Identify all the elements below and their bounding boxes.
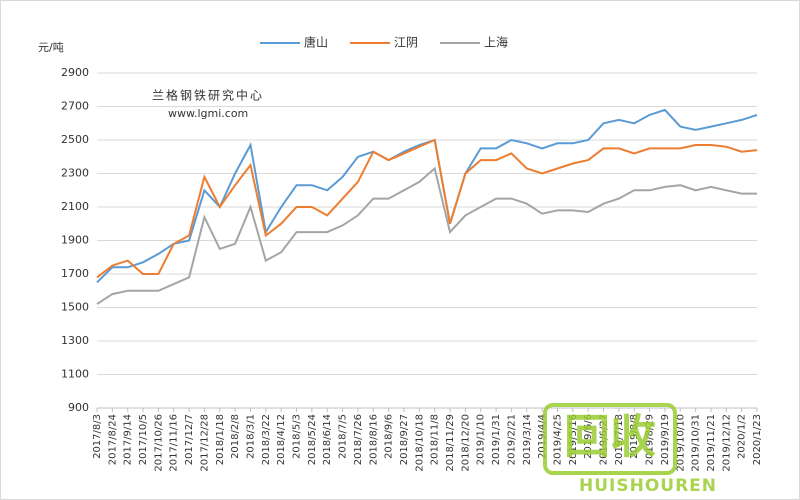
y-tick-label: 2900: [61, 66, 89, 79]
legend-label: 唐山: [304, 35, 328, 50]
x-tick-label: 2019/8/8: [629, 414, 640, 459]
x-tick-label: 2019/4/25: [552, 414, 563, 465]
x-tick-label: 2018/7/26: [353, 414, 364, 465]
x-tick-label: 2020/1/23: [752, 414, 763, 465]
x-tick-label: 2018/7/5: [338, 414, 349, 459]
series-line: [96, 166, 757, 305]
y-tick-label: 1700: [61, 267, 89, 280]
x-tick-label: 2019/5/16: [568, 414, 579, 465]
x-tick-label: 2017/10/26: [153, 414, 164, 472]
x-tick-label: 2018/5/3: [292, 414, 303, 459]
x-tick-label: 2018/10/18: [414, 414, 425, 472]
watermark-frame: [543, 403, 677, 475]
x-tick-label: 2019/7/18: [614, 414, 625, 465]
x-tick-label: 2019/2/21: [506, 414, 517, 465]
x-tick-label: 2017/12/28: [199, 414, 210, 472]
x-tick-label: 2017/8/24: [107, 414, 118, 465]
x-tick-label: 2019/12/12: [721, 414, 732, 472]
x-tick-label: 2017/10/5: [138, 414, 149, 465]
x-tick-label: 2019/1/10: [476, 414, 487, 465]
y-axis-label: 元/吨: [38, 41, 64, 54]
y-tick-label: 2300: [61, 167, 89, 180]
legend-label: 江阴: [394, 36, 418, 50]
x-tick-label: 2018/3/1: [245, 414, 256, 459]
x-tick-label: 2019/9/19: [660, 414, 671, 465]
x-tick-label: 2018/3/22: [261, 414, 272, 465]
x-tick-label: 2018/1/18: [215, 414, 226, 465]
watermark: 回收 HUISHOUREN: [543, 403, 717, 496]
y-tick-label: 900: [68, 401, 89, 414]
x-tick-label: 2018/9/6: [384, 414, 395, 459]
x-tick-label: 2018/6/14: [322, 414, 333, 465]
y-tick-label: 1300: [61, 334, 89, 347]
x-tick-label: 2019/6/6: [583, 414, 594, 459]
x-tick-label: 2017/9/14: [123, 414, 134, 465]
source-url: www.lgmi.com: [168, 107, 248, 120]
source-annotation: 兰格钢铁研究中心: [152, 88, 264, 103]
x-tick-label: 2019/11/21: [706, 414, 717, 472]
watermark-subtext: HUISHOUREN: [579, 476, 717, 496]
y-tick-label: 2100: [61, 200, 89, 213]
x-tick-label: 2017/12/7: [184, 414, 195, 465]
watermark-text: 回收: [564, 410, 656, 464]
x-tick-label: 2018/8/16: [368, 414, 379, 465]
x-tick-label: 2019/10/31: [691, 414, 702, 472]
x-tick-label: 2019/6/27: [599, 414, 610, 465]
x-tick-label: 2019/3/14: [522, 414, 533, 465]
x-tick-label: 2018/12/20: [460, 414, 471, 472]
x-tick-label: 2018/11/8: [430, 414, 441, 465]
x-tick-label: 2019/8/29: [645, 414, 656, 465]
x-tick-label: 2019/10/10: [675, 414, 686, 472]
series-line: [96, 138, 758, 279]
x-tick-label: 2019/4/4: [537, 414, 548, 459]
x-tick-label: 2018/11/29: [445, 414, 456, 472]
y-tick-label: 1900: [61, 234, 89, 247]
y-tick-label: 1500: [61, 301, 89, 314]
y-tick-label: 1100: [61, 368, 89, 381]
x-tick-label: 2018/5/24: [307, 414, 318, 465]
y-tick-label: 2500: [61, 133, 89, 146]
x-tick-label: 2018/4/12: [276, 414, 287, 465]
x-tick-label: 2018/9/27: [399, 414, 410, 465]
x-tick-label: 2020/1/2: [737, 414, 748, 459]
legend-label: 上海: [484, 35, 508, 50]
x-tick-label: 2017/11/16: [169, 414, 180, 472]
x-tick-label: 2017/8/3: [92, 414, 103, 459]
y-tick-label: 2700: [61, 100, 89, 113]
x-tick-label: 2018/2/8: [230, 414, 241, 459]
x-tick-label: 2019/1/31: [491, 414, 502, 465]
